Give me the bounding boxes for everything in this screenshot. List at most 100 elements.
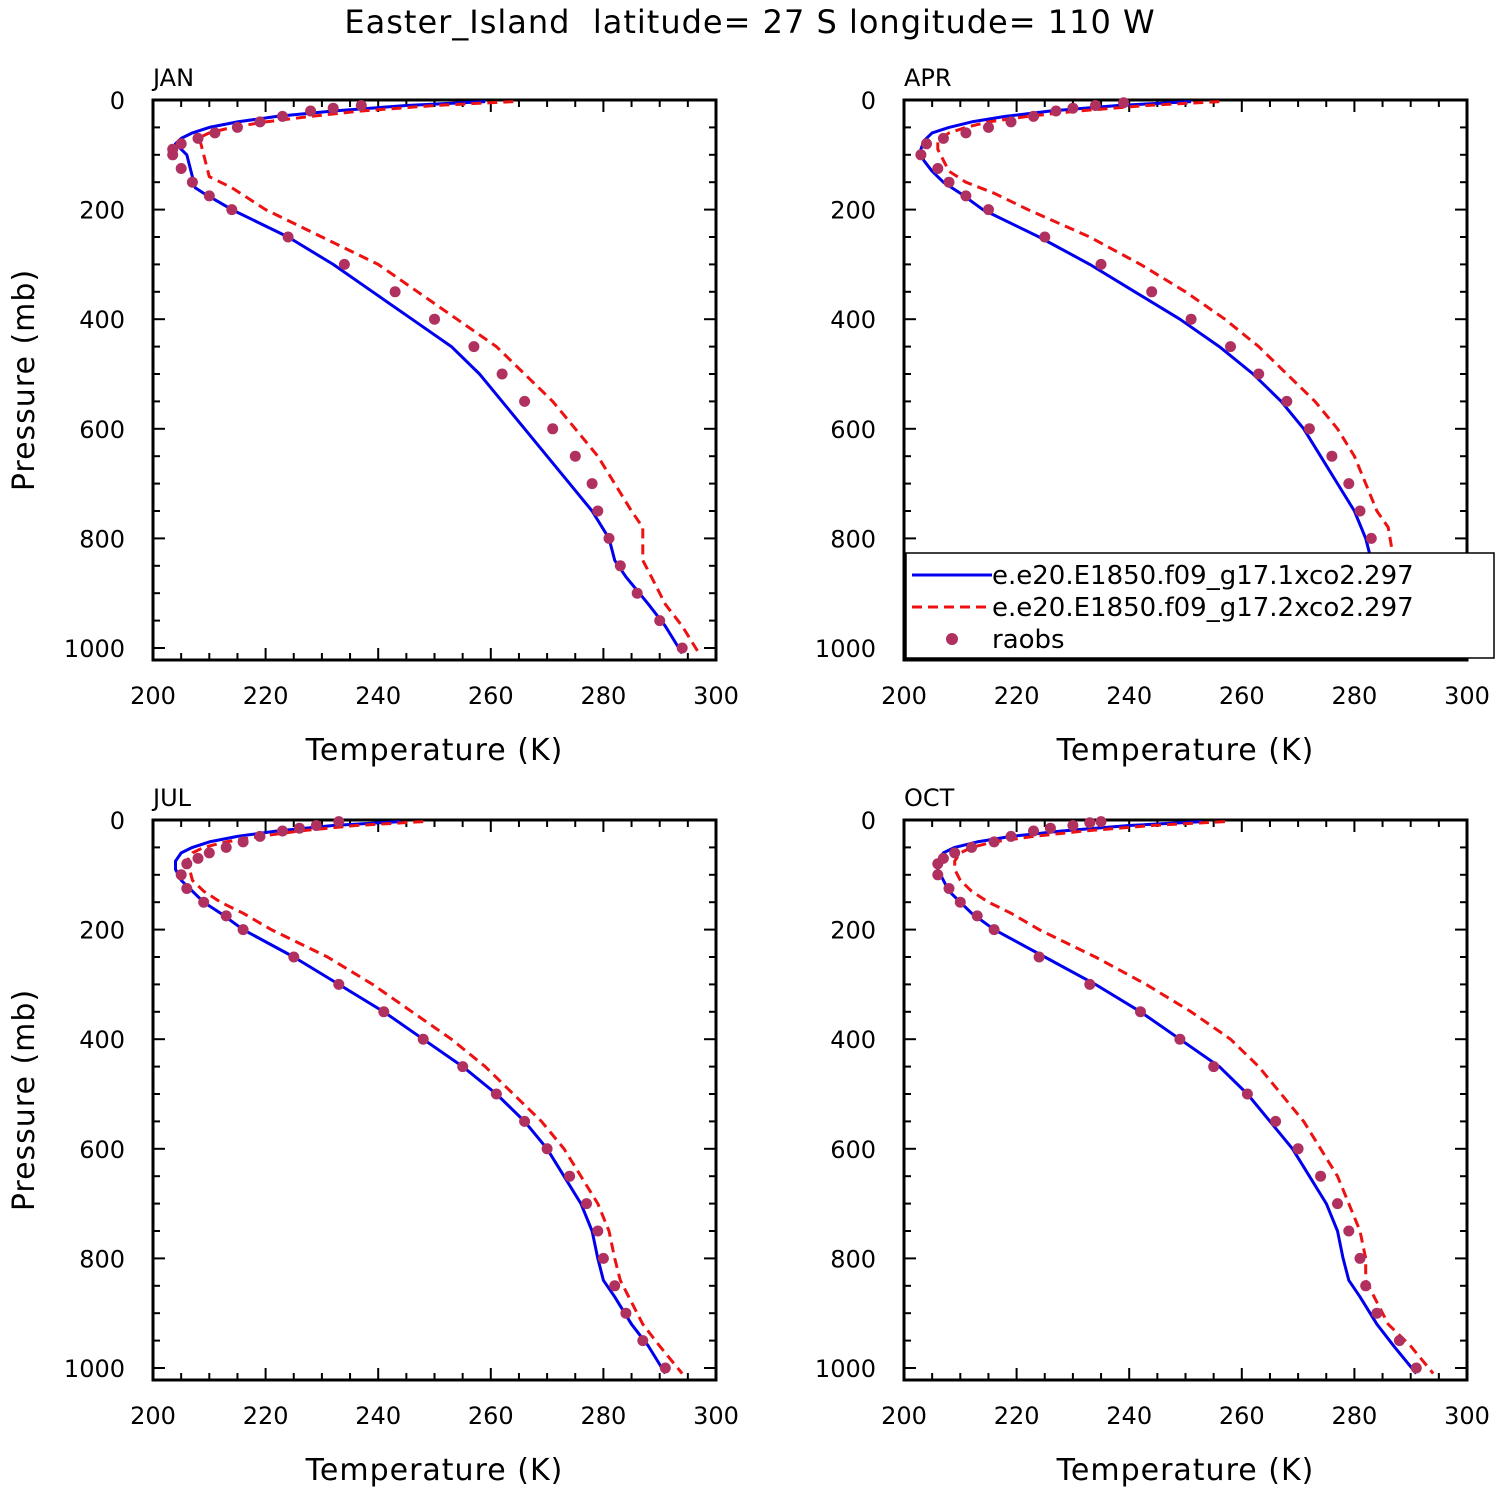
y-tick-label: 600 [830, 1136, 876, 1164]
raobs-point [282, 231, 294, 243]
raobs-point [277, 825, 288, 837]
raobs-point [564, 1170, 576, 1182]
raobs-point [333, 978, 345, 990]
panel-label: JAN [151, 64, 194, 92]
plot-frame [902, 818, 1469, 1382]
series-line-2xco2 [196, 100, 701, 655]
raobs-point [1005, 116, 1017, 128]
raobs-point [417, 1033, 429, 1045]
y-tick-label: 400 [79, 1026, 125, 1054]
series-line-1xco2 [174, 820, 667, 1375]
raobs-point [960, 127, 972, 139]
legend-label: e.e20.E1850.f09_g17.1xco2.297 [992, 561, 1414, 591]
x-tick-label: 220 [994, 682, 1040, 710]
raobs-point [468, 341, 480, 353]
legend: e.e20.E1850.f09_g17.1xco2.297e.e20.E1850… [905, 552, 1495, 659]
y-tick-label: 0 [861, 87, 876, 115]
x-tick-label: 220 [243, 1402, 289, 1430]
y-tick-label: 0 [110, 87, 125, 115]
raobs-point [971, 910, 983, 922]
raobs-point [614, 560, 626, 572]
raobs-point [1089, 100, 1101, 111]
x-tick-label: 260 [468, 682, 514, 710]
y-tick-label: 200 [79, 917, 125, 945]
x-tick-label: 300 [693, 1402, 739, 1430]
y-tick-label: 800 [830, 1245, 876, 1273]
raobs-point [932, 858, 944, 870]
raobs-point [983, 121, 994, 133]
raobs-point [932, 163, 944, 174]
raobs-point [231, 121, 243, 133]
raobs-point [203, 847, 215, 859]
raobs-point [1146, 286, 1158, 298]
raobs-point [277, 110, 288, 122]
y-tick-label: 400 [830, 1026, 876, 1054]
raobs-point [519, 1115, 531, 1127]
panel-label: JUL [151, 784, 192, 812]
raobs-point [581, 1198, 592, 1210]
raobs-point [1067, 102, 1079, 114]
y-axis-title: Pressure (mb) [7, 989, 42, 1211]
raobs-point [654, 615, 666, 627]
raobs-point [1028, 110, 1039, 122]
raobs-point [1354, 1252, 1366, 1264]
raobs-point [1044, 822, 1056, 834]
raobs-point [496, 368, 508, 380]
x-tick-label: 200 [130, 682, 176, 710]
raobs-point [620, 1307, 632, 1319]
raobs-point [1393, 1335, 1405, 1347]
raobs-point [310, 820, 322, 831]
series-line-2xco2 [936, 100, 1452, 655]
panel-label: APR [904, 64, 952, 92]
panel-label: OCT [904, 784, 955, 812]
x-tick-label: 220 [994, 1402, 1040, 1430]
raobs-point [586, 478, 598, 490]
x-tick-label: 200 [130, 1402, 176, 1430]
y-tick-label: 0 [110, 807, 125, 835]
raobs-point [429, 313, 440, 325]
raobs-point [954, 896, 966, 908]
raobs-point [1067, 820, 1079, 831]
raobs-point [220, 841, 232, 853]
x-tick-label: 280 [580, 1402, 626, 1430]
raobs-point [519, 395, 531, 407]
y-tick-label: 200 [830, 917, 876, 945]
raobs-point [389, 286, 401, 298]
legend-box [905, 552, 1495, 659]
raobs-point [1208, 1061, 1220, 1073]
plot-frame [151, 818, 718, 1382]
raobs-point [338, 258, 350, 270]
raobs-point [175, 869, 187, 881]
raobs-point [988, 924, 1000, 936]
raobs-point [1371, 1307, 1383, 1319]
raobs-point [1303, 423, 1315, 435]
raobs-point [305, 105, 317, 117]
raobs-point [937, 132, 949, 144]
x-tick-label: 280 [1331, 682, 1377, 710]
raobs-point [1118, 97, 1130, 109]
raobs-point [1039, 231, 1051, 243]
x-tick-label: 240 [1106, 682, 1152, 710]
raobs-point [1135, 1006, 1146, 1018]
figure-title: Easter_Island latitude= 27 S longitude= … [344, 3, 1155, 41]
raobs-point [547, 423, 559, 435]
raobs-point [943, 883, 955, 894]
raobs-point [167, 149, 179, 161]
x-tick-label: 300 [1444, 682, 1490, 710]
x-tick-label: 200 [881, 1402, 927, 1430]
x-tick-label: 300 [1444, 1402, 1490, 1430]
raobs-point [1410, 1362, 1422, 1374]
y-tick-label: 200 [79, 197, 125, 225]
raobs-point [1292, 1143, 1304, 1155]
y-tick-label: 600 [830, 416, 876, 444]
x-tick-label: 240 [355, 1402, 401, 1430]
legend-label: e.e20.E1850.f09_g17.2xco2.297 [992, 593, 1414, 623]
raobs-point [1354, 505, 1366, 517]
raobs-point [1225, 341, 1236, 353]
raobs-point [254, 116, 266, 128]
series-line-1xco2 [919, 100, 1435, 655]
raobs-point [1084, 817, 1096, 829]
raobs-point [1084, 978, 1096, 990]
raobs-point [209, 127, 221, 139]
